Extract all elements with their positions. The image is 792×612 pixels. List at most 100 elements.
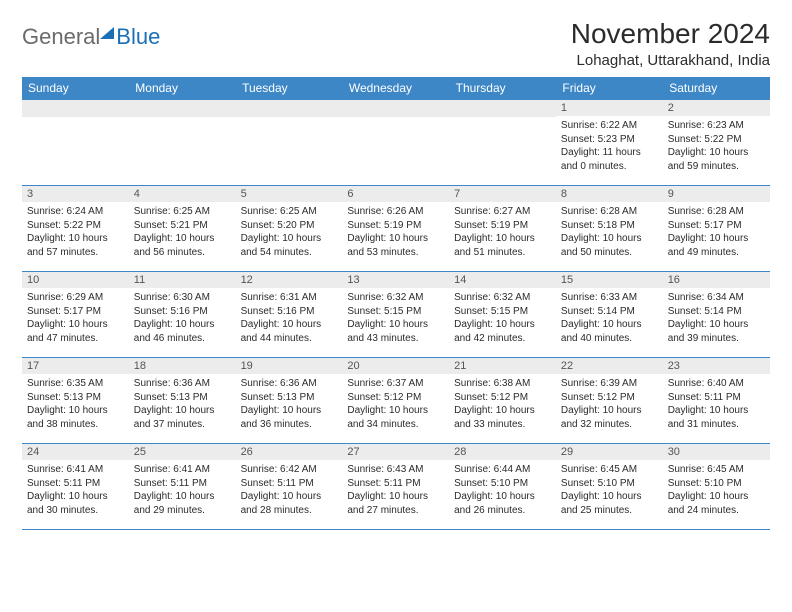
- dayinfo: Sunrise: 6:45 AMSunset: 5:10 PMDaylight:…: [663, 460, 770, 520]
- daynum: 4: [129, 186, 236, 202]
- daylight-text: Daylight: 10 hours and 36 minutes.: [241, 404, 338, 431]
- sunrise-text: Sunrise: 6:40 AM: [668, 377, 765, 391]
- dayinfo: Sunrise: 6:29 AMSunset: 5:17 PMDaylight:…: [22, 288, 129, 348]
- daylight-text: Daylight: 10 hours and 29 minutes.: [134, 490, 231, 517]
- daynum: 6: [342, 186, 449, 202]
- sunrise-text: Sunrise: 6:31 AM: [241, 291, 338, 305]
- daylight-text: Daylight: 10 hours and 53 minutes.: [347, 232, 444, 259]
- daynum: 7: [449, 186, 556, 202]
- dayinfo: Sunrise: 6:38 AMSunset: 5:12 PMDaylight:…: [449, 374, 556, 434]
- sunrise-text: Sunrise: 6:27 AM: [454, 205, 551, 219]
- calendar-column-header: Saturday: [663, 77, 770, 100]
- header: General Blue November 2024 Lohaghat, Utt…: [22, 18, 770, 69]
- daynum: 28: [449, 444, 556, 460]
- calendar-cell: 17Sunrise: 6:35 AMSunset: 5:13 PMDayligh…: [22, 358, 129, 444]
- sunrise-text: Sunrise: 6:25 AM: [134, 205, 231, 219]
- calendar-column-header: Tuesday: [236, 77, 343, 100]
- dayinfo: Sunrise: 6:37 AMSunset: 5:12 PMDaylight:…: [342, 374, 449, 434]
- daylight-text: Daylight: 10 hours and 33 minutes.: [454, 404, 551, 431]
- dayinfo: Sunrise: 6:28 AMSunset: 5:18 PMDaylight:…: [556, 202, 663, 262]
- daynum-empty: [236, 100, 343, 117]
- dayinfo: Sunrise: 6:22 AMSunset: 5:23 PMDaylight:…: [556, 116, 663, 176]
- daynum: 11: [129, 272, 236, 288]
- calendar-cell: [449, 100, 556, 186]
- sunrise-text: Sunrise: 6:28 AM: [668, 205, 765, 219]
- dayinfo: Sunrise: 6:36 AMSunset: 5:13 PMDaylight:…: [236, 374, 343, 434]
- sunset-text: Sunset: 5:22 PM: [668, 133, 765, 147]
- dayinfo: Sunrise: 6:28 AMSunset: 5:17 PMDaylight:…: [663, 202, 770, 262]
- daylight-text: Daylight: 10 hours and 24 minutes.: [668, 490, 765, 517]
- sunrise-text: Sunrise: 6:30 AM: [134, 291, 231, 305]
- location: Lohaghat, Uttarakhand, India: [571, 52, 770, 69]
- calendar: SundayMondayTuesdayWednesdayThursdayFrid…: [22, 77, 770, 530]
- daylight-text: Daylight: 10 hours and 57 minutes.: [27, 232, 124, 259]
- calendar-week: 24Sunrise: 6:41 AMSunset: 5:11 PMDayligh…: [22, 444, 770, 530]
- dayinfo: Sunrise: 6:32 AMSunset: 5:15 PMDaylight:…: [342, 288, 449, 348]
- calendar-cell: 29Sunrise: 6:45 AMSunset: 5:10 PMDayligh…: [556, 444, 663, 530]
- calendar-cell: 3Sunrise: 6:24 AMSunset: 5:22 PMDaylight…: [22, 186, 129, 272]
- calendar-cell: 10Sunrise: 6:29 AMSunset: 5:17 PMDayligh…: [22, 272, 129, 358]
- sunrise-text: Sunrise: 6:37 AM: [347, 377, 444, 391]
- sunset-text: Sunset: 5:22 PM: [27, 219, 124, 233]
- daynum: 3: [22, 186, 129, 202]
- calendar-cell: 25Sunrise: 6:41 AMSunset: 5:11 PMDayligh…: [129, 444, 236, 530]
- sunset-text: Sunset: 5:17 PM: [27, 305, 124, 319]
- sunrise-text: Sunrise: 6:29 AM: [27, 291, 124, 305]
- calendar-header: SundayMondayTuesdayWednesdayThursdayFrid…: [22, 77, 770, 100]
- daylight-text: Daylight: 10 hours and 30 minutes.: [27, 490, 124, 517]
- daylight-text: Daylight: 10 hours and 38 minutes.: [27, 404, 124, 431]
- daylight-text: Daylight: 10 hours and 26 minutes.: [454, 490, 551, 517]
- daynum: 1: [556, 100, 663, 116]
- sunset-text: Sunset: 5:20 PM: [241, 219, 338, 233]
- dayinfo: Sunrise: 6:25 AMSunset: 5:21 PMDaylight:…: [129, 202, 236, 262]
- dayinfo: Sunrise: 6:24 AMSunset: 5:22 PMDaylight:…: [22, 202, 129, 262]
- dayinfo: Sunrise: 6:44 AMSunset: 5:10 PMDaylight:…: [449, 460, 556, 520]
- sunrise-text: Sunrise: 6:36 AM: [134, 377, 231, 391]
- daynum: 24: [22, 444, 129, 460]
- daylight-text: Daylight: 10 hours and 31 minutes.: [668, 404, 765, 431]
- sunrise-text: Sunrise: 6:45 AM: [668, 463, 765, 477]
- sunset-text: Sunset: 5:23 PM: [561, 133, 658, 147]
- sunset-text: Sunset: 5:13 PM: [241, 391, 338, 405]
- calendar-cell: 12Sunrise: 6:31 AMSunset: 5:16 PMDayligh…: [236, 272, 343, 358]
- calendar-cell: 2Sunrise: 6:23 AMSunset: 5:22 PMDaylight…: [663, 100, 770, 186]
- calendar-cell: 13Sunrise: 6:32 AMSunset: 5:15 PMDayligh…: [342, 272, 449, 358]
- daylight-text: Daylight: 10 hours and 39 minutes.: [668, 318, 765, 345]
- calendar-column-header: Sunday: [22, 77, 129, 100]
- daynum-empty: [22, 100, 129, 117]
- calendar-cell: 27Sunrise: 6:43 AMSunset: 5:11 PMDayligh…: [342, 444, 449, 530]
- daynum: 26: [236, 444, 343, 460]
- calendar-cell: 28Sunrise: 6:44 AMSunset: 5:10 PMDayligh…: [449, 444, 556, 530]
- sunrise-text: Sunrise: 6:35 AM: [27, 377, 124, 391]
- logo-triangle-icon: [100, 27, 114, 39]
- daylight-text: Daylight: 10 hours and 32 minutes.: [561, 404, 658, 431]
- calendar-cell: 15Sunrise: 6:33 AMSunset: 5:14 PMDayligh…: [556, 272, 663, 358]
- daynum: 27: [342, 444, 449, 460]
- calendar-cell: [236, 100, 343, 186]
- dayinfo: Sunrise: 6:42 AMSunset: 5:11 PMDaylight:…: [236, 460, 343, 520]
- logo-text-blue: Blue: [116, 24, 160, 50]
- calendar-cell: 14Sunrise: 6:32 AMSunset: 5:15 PMDayligh…: [449, 272, 556, 358]
- sunset-text: Sunset: 5:15 PM: [347, 305, 444, 319]
- sunset-text: Sunset: 5:12 PM: [347, 391, 444, 405]
- dayinfo: Sunrise: 6:32 AMSunset: 5:15 PMDaylight:…: [449, 288, 556, 348]
- daylight-text: Daylight: 10 hours and 43 minutes.: [347, 318, 444, 345]
- sunset-text: Sunset: 5:21 PM: [134, 219, 231, 233]
- daylight-text: Daylight: 10 hours and 44 minutes.: [241, 318, 338, 345]
- calendar-week: 1Sunrise: 6:22 AMSunset: 5:23 PMDaylight…: [22, 100, 770, 186]
- calendar-cell: 16Sunrise: 6:34 AMSunset: 5:14 PMDayligh…: [663, 272, 770, 358]
- calendar-cell: [129, 100, 236, 186]
- sunset-text: Sunset: 5:10 PM: [561, 477, 658, 491]
- daynum: 13: [342, 272, 449, 288]
- sunrise-text: Sunrise: 6:41 AM: [27, 463, 124, 477]
- daynum: 17: [22, 358, 129, 374]
- dayinfo: Sunrise: 6:33 AMSunset: 5:14 PMDaylight:…: [556, 288, 663, 348]
- daynum: 19: [236, 358, 343, 374]
- title-block: November 2024 Lohaghat, Uttarakhand, Ind…: [571, 18, 770, 69]
- dayinfo: Sunrise: 6:34 AMSunset: 5:14 PMDaylight:…: [663, 288, 770, 348]
- calendar-cell: 22Sunrise: 6:39 AMSunset: 5:12 PMDayligh…: [556, 358, 663, 444]
- calendar-cell: 5Sunrise: 6:25 AMSunset: 5:20 PMDaylight…: [236, 186, 343, 272]
- dayinfo: Sunrise: 6:41 AMSunset: 5:11 PMDaylight:…: [22, 460, 129, 520]
- daynum: 2: [663, 100, 770, 116]
- calendar-cell: 20Sunrise: 6:37 AMSunset: 5:12 PMDayligh…: [342, 358, 449, 444]
